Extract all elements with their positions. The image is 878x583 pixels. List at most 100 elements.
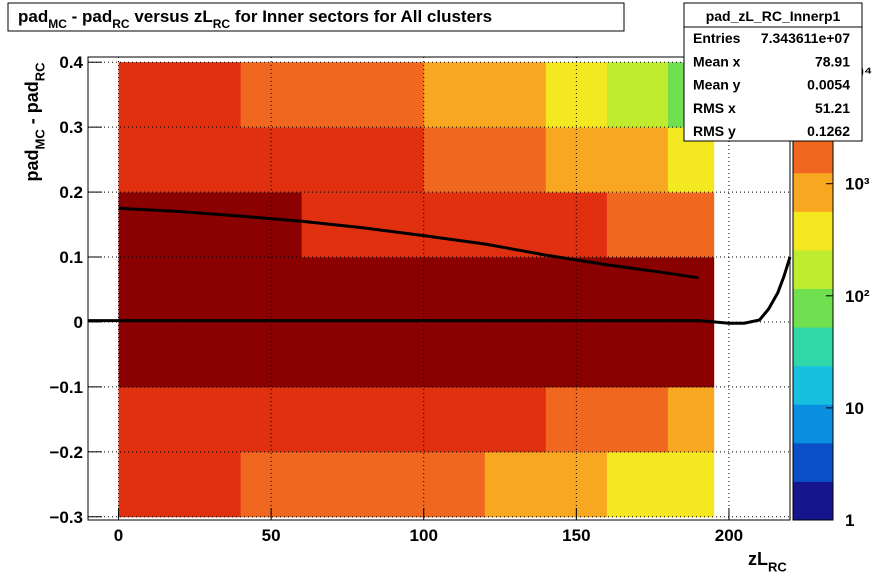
y-tick-label: −0.3 bbox=[49, 508, 83, 527]
z-tick-label: 10² bbox=[845, 287, 870, 306]
heatmap-cell bbox=[606, 321, 669, 388]
heatmap-cell bbox=[423, 386, 486, 453]
heatmap-cell bbox=[118, 62, 181, 128]
heatmap-cell bbox=[667, 192, 715, 258]
heatmap-cell bbox=[606, 451, 669, 518]
heatmap-cell bbox=[301, 257, 364, 323]
heatmap bbox=[118, 62, 715, 518]
heatmap-cell bbox=[179, 192, 242, 258]
profiles bbox=[88, 206, 792, 325]
profile-line bbox=[88, 256, 792, 325]
heatmap-cell bbox=[545, 321, 608, 388]
subscript: RC bbox=[112, 17, 130, 31]
stats-value: 7.343611e+07 bbox=[761, 30, 850, 46]
stats-label: Mean x bbox=[693, 53, 741, 69]
heatmap-cell bbox=[301, 62, 364, 128]
palette-swatch bbox=[793, 404, 833, 444]
y-tick-label: 0.3 bbox=[59, 118, 83, 137]
heatmap-cell bbox=[423, 62, 486, 128]
x-tick-label: 100 bbox=[410, 526, 438, 545]
text-part: zL bbox=[748, 549, 768, 569]
y-tick-label: 0.4 bbox=[59, 53, 83, 72]
heatmap-cell bbox=[423, 257, 486, 323]
heatmap-cell bbox=[301, 386, 364, 453]
profile-line bbox=[118, 206, 699, 280]
palette-swatch bbox=[793, 327, 833, 367]
z-tick-label: 10³ bbox=[845, 175, 870, 194]
x-tick-label: 150 bbox=[562, 526, 590, 545]
z-tick-label: 10 bbox=[845, 399, 864, 418]
heatmap-cell bbox=[362, 192, 425, 258]
heatmap-cell bbox=[240, 386, 303, 453]
x-tick-label: 50 bbox=[262, 526, 281, 545]
stats-frame bbox=[683, 2, 863, 142]
stats-value: 0.0054 bbox=[807, 77, 850, 93]
heatmap-cell bbox=[362, 451, 425, 518]
frame bbox=[87, 56, 791, 521]
palette-swatch bbox=[793, 481, 833, 521]
heatmap-cell bbox=[179, 321, 242, 388]
z-tick-label: 1 bbox=[845, 511, 854, 530]
heatmap-cell bbox=[423, 127, 486, 193]
heatmap-cell bbox=[179, 257, 242, 323]
heatmap-cell bbox=[484, 386, 547, 453]
heatmap-cell bbox=[118, 257, 181, 323]
palette-swatch bbox=[793, 442, 833, 482]
heatmap-cell bbox=[179, 386, 242, 453]
heatmap-cell bbox=[240, 321, 303, 388]
stats-box: pad_zL_RC_Innerp1 Entries 7.343611e+07 Mean… bbox=[683, 2, 863, 142]
stats-label: RMS y bbox=[693, 123, 736, 139]
subscript: RC bbox=[768, 559, 787, 574]
heatmap-cell bbox=[423, 451, 486, 518]
heatmap-cell bbox=[301, 321, 364, 388]
heatmap-cell bbox=[362, 386, 425, 453]
heatmap-cell bbox=[484, 321, 547, 388]
y-axis-label: padMC - padRC bbox=[22, 62, 47, 182]
axes: 0 50 100 150 200 −0.3 −0.2 −0.1 0 0.1 0.2 0.3 0.4 bbox=[49, 53, 743, 545]
text-part: - pad bbox=[67, 7, 112, 26]
heatmap-cell bbox=[667, 451, 715, 518]
heatmap-cell bbox=[118, 321, 181, 388]
heatmap-cell bbox=[484, 451, 547, 518]
subscript: MC bbox=[32, 129, 47, 150]
heatmap-cell bbox=[362, 321, 425, 388]
heatmap-cell bbox=[362, 127, 425, 193]
x-axis-label: zLRC bbox=[748, 549, 787, 574]
text-part: for Inner sectors for All clusters bbox=[230, 7, 492, 26]
x-tick-label: 0 bbox=[114, 526, 123, 545]
palette-swatch bbox=[793, 211, 833, 251]
heatmap-cell bbox=[545, 127, 608, 193]
heatmap-cell bbox=[179, 451, 242, 518]
stats-value: 78.91 bbox=[815, 53, 850, 69]
title-box bbox=[7, 2, 625, 32]
heatmap-cell bbox=[606, 127, 669, 193]
heatmap-cell bbox=[667, 257, 715, 323]
heatmap-cell bbox=[423, 321, 486, 388]
heatmap-cell bbox=[240, 451, 303, 518]
text-part: - pad bbox=[22, 81, 42, 129]
heatmap-cell bbox=[667, 386, 715, 453]
chart-title: padMC - padRC versus zLRC for Inner sect… bbox=[18, 7, 492, 31]
x-tick-label: 200 bbox=[715, 526, 743, 545]
heatmap-cell bbox=[362, 257, 425, 323]
heatmap-cell bbox=[179, 127, 242, 193]
heatmap-cell bbox=[545, 386, 608, 453]
heatmap-cell bbox=[118, 451, 181, 518]
heatmap-cell bbox=[484, 62, 547, 128]
heatmap-cell bbox=[606, 192, 669, 258]
text-part: pad bbox=[22, 149, 42, 181]
heatmap-cell bbox=[118, 127, 181, 193]
stats-value: 0.1262 bbox=[807, 123, 850, 139]
heatmap-cell bbox=[179, 62, 242, 128]
palette-swatch bbox=[793, 172, 833, 212]
heatmap-cell bbox=[301, 451, 364, 518]
subscript: RC bbox=[32, 62, 47, 81]
heatmap-cell bbox=[301, 127, 364, 193]
heatmap-cell bbox=[240, 127, 303, 193]
y-tick-label: 0 bbox=[74, 313, 83, 332]
heatmap-cell bbox=[545, 451, 608, 518]
heatmap-cell bbox=[484, 192, 547, 258]
heatmap-cell bbox=[118, 386, 181, 453]
